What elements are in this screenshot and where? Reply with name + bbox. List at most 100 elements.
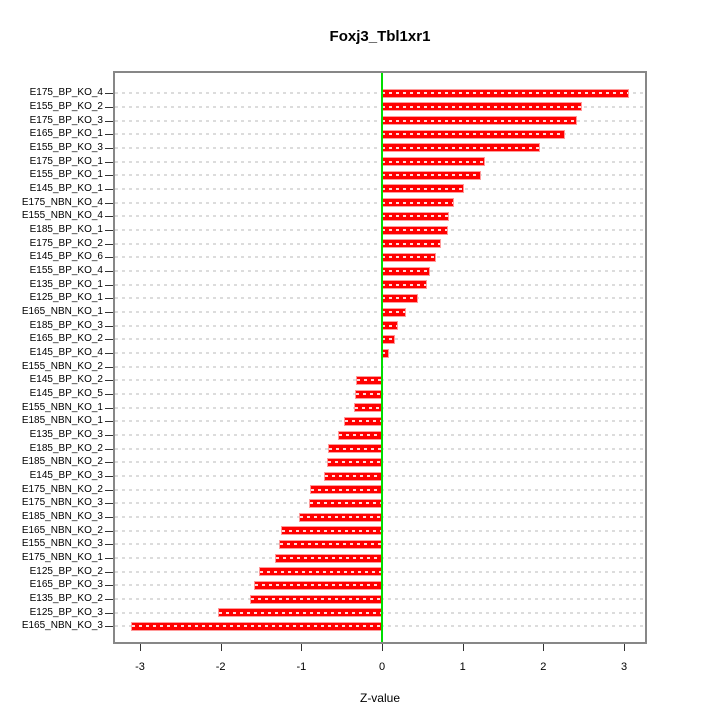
- y-axis-tick: [105, 544, 113, 546]
- x-axis-tick: [382, 644, 383, 651]
- y-axis-label: E135_BP_KO_1: [29, 278, 103, 290]
- y-axis-tick: [105, 503, 113, 505]
- y-axis-tick: [105, 530, 113, 532]
- bar: [382, 158, 484, 166]
- y-axis-label: E175_BP_KO_3: [29, 114, 103, 126]
- bar-dash-pattern: [382, 352, 388, 355]
- bar-dash-pattern: [382, 187, 464, 190]
- bar-dash-pattern: [327, 461, 382, 464]
- y-axis-tick: [105, 380, 113, 382]
- y-axis-label: E165_NBN_KO_2: [21, 524, 103, 536]
- y-axis-tick: [105, 476, 113, 478]
- y-axis-label: E135_BP_KO_3: [29, 429, 103, 441]
- grid-line: [115, 146, 645, 149]
- bar-dash-pattern: [382, 133, 565, 136]
- bar-dash-pattern: [354, 406, 382, 409]
- bar-dash-pattern: [382, 324, 397, 327]
- y-axis-tick: [105, 339, 113, 341]
- bar-dash-pattern: [339, 434, 382, 437]
- y-axis-label: E125_BP_KO_2: [29, 565, 103, 577]
- y-axis-tick: [105, 202, 113, 204]
- y-axis-label: E165_BP_KO_1: [29, 128, 103, 140]
- y-axis-tick: [105, 147, 113, 149]
- x-axis-tick-label: -2: [215, 661, 226, 673]
- y-axis-label: E145_BP_KO_2: [29, 374, 103, 386]
- bar-dash-pattern: [382, 201, 453, 204]
- x-axis-tick-label: -3: [135, 661, 145, 673]
- y-axis-label: E185_NBN_KO_1: [21, 415, 103, 427]
- y-axis-tick: [105, 298, 113, 300]
- bar: [382, 322, 397, 330]
- y-axis-tick: [105, 230, 113, 231]
- y-axis-tick: [105, 571, 113, 573]
- bar-dash-pattern: [382, 160, 484, 163]
- y-axis-label: E155_BP_KO_1: [29, 169, 103, 181]
- x-axis-tick: [301, 644, 303, 651]
- zero-reference-line: [381, 73, 383, 642]
- y-axis-label: E155_BP_KO_3: [29, 141, 103, 153]
- x-axis-tick-label: 3: [620, 661, 628, 673]
- bar-dash-pattern: [382, 119, 576, 122]
- y-axis-tick: [105, 312, 113, 314]
- bar: [382, 89, 629, 97]
- x-axis-tick: [139, 644, 141, 651]
- y-axis-tick: [105, 612, 113, 614]
- grid-line: [115, 187, 645, 190]
- grid-line: [115, 365, 645, 368]
- bar: [382, 185, 464, 193]
- grid-line: [115, 324, 645, 327]
- bar: [382, 308, 406, 316]
- y-axis-tick: [105, 394, 113, 396]
- y-axis-label: E185_BP_KO_2: [29, 442, 103, 454]
- y-axis-tick: [105, 366, 113, 368]
- y-axis-label: E185_NBN_KO_3: [21, 511, 103, 523]
- bar: [382, 253, 436, 261]
- bar-dash-pattern: [382, 297, 417, 300]
- grid-line: [115, 160, 645, 163]
- grid-line: [115, 242, 645, 245]
- y-axis-tick: [105, 462, 113, 464]
- x-axis-tick-label: 0: [378, 661, 386, 673]
- y-axis-label: E165_NBN_KO_1: [21, 306, 103, 318]
- x-axis-tick: [543, 644, 545, 651]
- bar-dash-pattern: [328, 447, 382, 450]
- bar: [382, 144, 540, 152]
- y-axis-label: E155_NBN_KO_2: [21, 360, 103, 372]
- bar: [310, 499, 382, 507]
- bar-dash-pattern: [382, 105, 582, 108]
- bar: [328, 445, 382, 453]
- bar-dash-pattern: [382, 174, 480, 177]
- bar-dash-pattern: [260, 570, 382, 573]
- bar-dash-pattern: [250, 598, 382, 601]
- y-axis-tick: [105, 558, 113, 560]
- x-axis-tick-label: 2: [540, 661, 547, 673]
- y-axis-label: E175_NBN_KO_3: [21, 497, 103, 509]
- y-axis-tick: [105, 448, 113, 450]
- bar: [382, 267, 429, 275]
- y-axis-label: E135_BP_KO_2: [29, 593, 103, 605]
- bar-dash-pattern: [382, 229, 448, 231]
- grid-line: [115, 201, 645, 204]
- bar: [354, 404, 382, 412]
- bar: [324, 472, 382, 480]
- bar-dash-pattern: [382, 338, 395, 341]
- bar-dash-pattern: [356, 379, 382, 382]
- y-axis-tick: [105, 435, 113, 437]
- bar-dash-pattern: [382, 311, 406, 314]
- bar-dash-pattern: [254, 584, 382, 587]
- y-axis-label: E125_BP_KO_1: [29, 292, 103, 304]
- y-axis-tick: [105, 188, 113, 190]
- x-axis-tick: [220, 644, 222, 651]
- grid-line: [115, 174, 645, 177]
- y-axis-label: E185_BP_KO_3: [29, 319, 103, 331]
- y-axis-tick: [105, 134, 113, 136]
- y-axis-label: E175_NBN_KO_1: [21, 552, 103, 564]
- bar: [131, 622, 382, 630]
- y-axis-tick: [105, 257, 113, 259]
- bar-dash-pattern: [356, 393, 382, 396]
- bar-dash-pattern: [382, 215, 449, 218]
- chart-title: Foxj3_Tbl1xr1: [329, 28, 431, 45]
- bar: [382, 294, 417, 302]
- bar: [356, 376, 382, 384]
- y-axis-tick: [105, 407, 113, 409]
